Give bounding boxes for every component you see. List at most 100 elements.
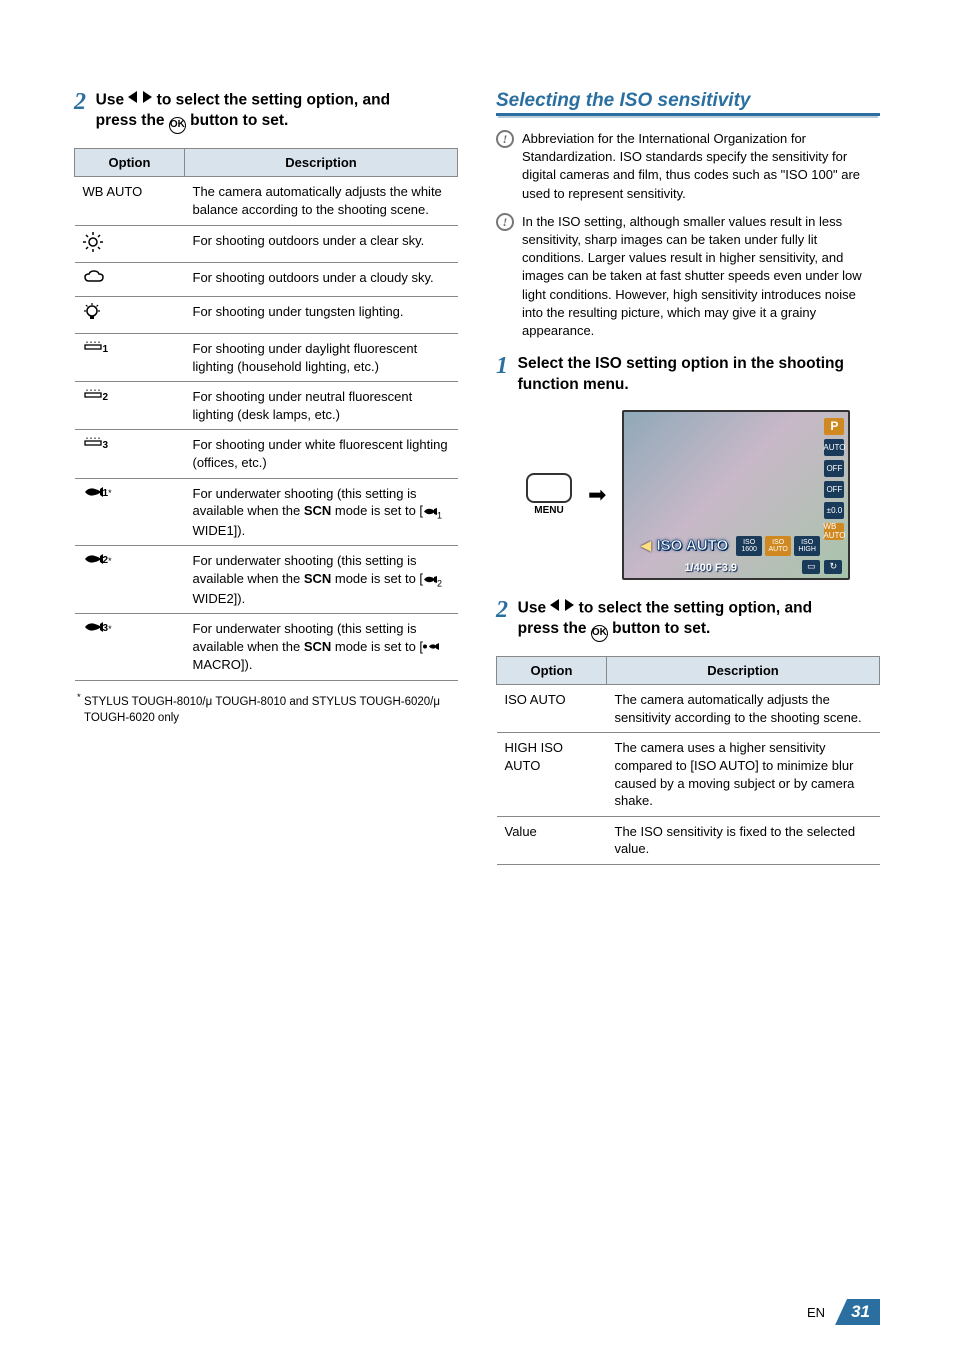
table-row: For shooting under tungsten lighting. xyxy=(75,296,458,334)
step-1-right: 1 Select the ISO setting option in the s… xyxy=(496,354,880,396)
status-text: 1/400 F3.9 xyxy=(684,562,737,574)
info-icon: ! xyxy=(496,130,514,148)
menu-button-group: MENU xyxy=(526,473,572,516)
col-desc-header: Description xyxy=(185,149,458,177)
desc-isoauto: The camera automatically adjusts the sen… xyxy=(607,685,880,733)
step-number-1: 1 xyxy=(496,354,508,378)
table-row: HIGH ISO AUTO The camera uses a higher s… xyxy=(497,733,880,816)
note-2: ! In the ISO setting, although smaller v… xyxy=(496,213,880,340)
table-row: For shooting outdoors under a cloudy sky… xyxy=(75,263,458,297)
step-2-right: 2 Use to select the setting option, and … xyxy=(496,598,880,642)
cloud-icon xyxy=(83,269,107,290)
opt-cloudy xyxy=(75,263,185,297)
iso-option[interactable]: ISO1600 xyxy=(736,536,762,556)
table-row: For shooting outdoors under a clear sky. xyxy=(75,225,458,263)
desc-value: The ISO sensitivity is fixed to the sele… xyxy=(607,816,880,864)
table-row: 3 For shooting under white fluorescent l… xyxy=(75,430,458,478)
footnote: * STYLUS TOUGH-8010/μ TOUGH-8010 and STY… xyxy=(74,691,458,726)
opt-fluor3: 3 xyxy=(75,430,185,478)
opt-uw1: 1* xyxy=(75,478,185,546)
menu-button[interactable] xyxy=(526,473,572,503)
desc-cloudy: For shooting outdoors under a cloudy sky… xyxy=(185,263,458,297)
sun-icon xyxy=(83,232,103,257)
col-option-header: Option xyxy=(497,657,607,685)
ok-button-icon: OK xyxy=(591,625,608,642)
fluorescent-icon xyxy=(83,388,103,407)
iso-options: ISO1600 ISOAUTO ISOHIGH xyxy=(736,536,820,556)
desc-tungsten: For shooting under tungsten lighting. xyxy=(185,296,458,334)
table-row: 1 For shooting under daylight fluorescen… xyxy=(75,334,458,382)
table-row: Value The ISO sensitivity is fixed to th… xyxy=(497,816,880,864)
menu-label: MENU xyxy=(526,505,572,516)
mode-p-icon[interactable]: P xyxy=(824,418,844,435)
side-icons: P AUTO OFF OFF ±0.0 WB AUTO xyxy=(824,418,844,540)
step-1-text: Select the ISO setting option in the sho… xyxy=(518,354,858,396)
desc-wbauto: The camera automatically adjusts the whi… xyxy=(185,177,458,225)
opt-fluor2: 2 xyxy=(75,382,185,430)
opt-tungsten xyxy=(75,296,185,334)
page-footer: EN 31 xyxy=(807,1299,880,1325)
info-icon: ! xyxy=(496,213,514,231)
opt-isoauto: ISO AUTO xyxy=(497,685,607,733)
step-2-left: 2 Use to select the setting option, and … xyxy=(74,90,458,134)
ok-button-icon: OK xyxy=(169,117,186,134)
fish-icon xyxy=(83,485,103,503)
page-number: 31 xyxy=(835,1299,880,1325)
opt-uw2: 2* xyxy=(75,546,185,614)
opt-highiso: HIGH ISO AUTO xyxy=(497,733,607,816)
fish-icon xyxy=(83,552,103,570)
table-row: WB AUTO The camera automatically adjusts… xyxy=(75,177,458,225)
side-icon[interactable]: ±0.0 xyxy=(824,502,844,519)
opt-fluor1: 1 xyxy=(75,334,185,382)
table-row: 2 For shooting under neutral fluorescent… xyxy=(75,382,458,430)
section-heading: Selecting the ISO sensitivity xyxy=(496,90,880,116)
col-option-header: Option xyxy=(75,149,185,177)
step-2-text: Use to select the setting option, and pr… xyxy=(96,90,436,134)
corner-icon[interactable]: ↻ xyxy=(824,560,842,574)
camera-screen: P AUTO OFF OFF ±0.0 WB AUTO ◀ ISO AUTO I… xyxy=(622,410,850,580)
note-1-text: Abbreviation for the International Organ… xyxy=(522,130,880,203)
note-1: ! Abbreviation for the International Org… xyxy=(496,130,880,203)
step-number-2: 2 xyxy=(496,598,508,622)
right-column: Selecting the ISO sensitivity ! Abbrevia… xyxy=(496,90,880,865)
iso-option-active[interactable]: ISOAUTO xyxy=(765,536,791,556)
fluorescent-icon xyxy=(83,340,103,359)
opt-wbauto: WB AUTO xyxy=(75,177,185,225)
lang-label: EN xyxy=(807,1305,825,1320)
fish-icon xyxy=(83,620,103,638)
iso-label: ISO AUTO xyxy=(624,537,728,554)
desc-fluor2: For shooting under neutral fluorescent l… xyxy=(185,382,458,430)
note-2-text: In the ISO setting, although smaller val… xyxy=(522,213,880,340)
col-desc-header: Description xyxy=(607,657,880,685)
side-icon[interactable]: AUTO xyxy=(824,439,844,456)
step-number-2: 2 xyxy=(74,90,86,114)
opt-uw3: 3* xyxy=(75,614,185,680)
desc-highiso: The camera uses a higher sensitivity com… xyxy=(607,733,880,816)
bulb-icon xyxy=(83,303,101,328)
table-row: 2* For underwater shooting (this setting… xyxy=(75,546,458,614)
desc-uw3: For underwater shooting (this setting is… xyxy=(185,614,458,680)
fish-dot-icon xyxy=(423,638,439,656)
side-icon[interactable]: OFF xyxy=(824,481,844,498)
left-column: 2 Use to select the setting option, and … xyxy=(74,90,458,865)
table-row: 1* For underwater shooting (this setting… xyxy=(75,478,458,546)
side-icon[interactable]: OFF xyxy=(824,460,844,477)
iso-option[interactable]: ISOHIGH xyxy=(794,536,820,556)
opt-value: Value xyxy=(497,816,607,864)
left-right-arrow-icon xyxy=(550,598,574,619)
step-2-text: Use to select the setting option, and pr… xyxy=(518,598,858,642)
corner-icon[interactable]: ▭ xyxy=(802,560,820,574)
desc-sunny: For shooting outdoors under a clear sky. xyxy=(185,225,458,263)
desc-uw1: For underwater shooting (this setting is… xyxy=(185,478,458,546)
fish-small-icon xyxy=(423,571,437,589)
wb-options-table: Option Description WB AUTO The camera au… xyxy=(74,148,458,680)
table-row: 3* For underwater shooting (this setting… xyxy=(75,614,458,680)
arrow-right-icon: ➡ xyxy=(588,482,606,508)
desc-fluor3: For shooting under white fluorescent lig… xyxy=(185,430,458,478)
table-row: ISO AUTO The camera automatically adjust… xyxy=(497,685,880,733)
opt-sunny xyxy=(75,225,185,263)
corner-icons: ▭ ↻ xyxy=(802,560,842,574)
desc-fluor1: For shooting under daylight fluorescent … xyxy=(185,334,458,382)
iso-options-table: Option Description ISO AUTO The camera a… xyxy=(496,656,880,864)
preview-row: MENU ➡ P AUTO OFF OFF ±0.0 WB AUTO ◀ ISO… xyxy=(526,410,880,580)
